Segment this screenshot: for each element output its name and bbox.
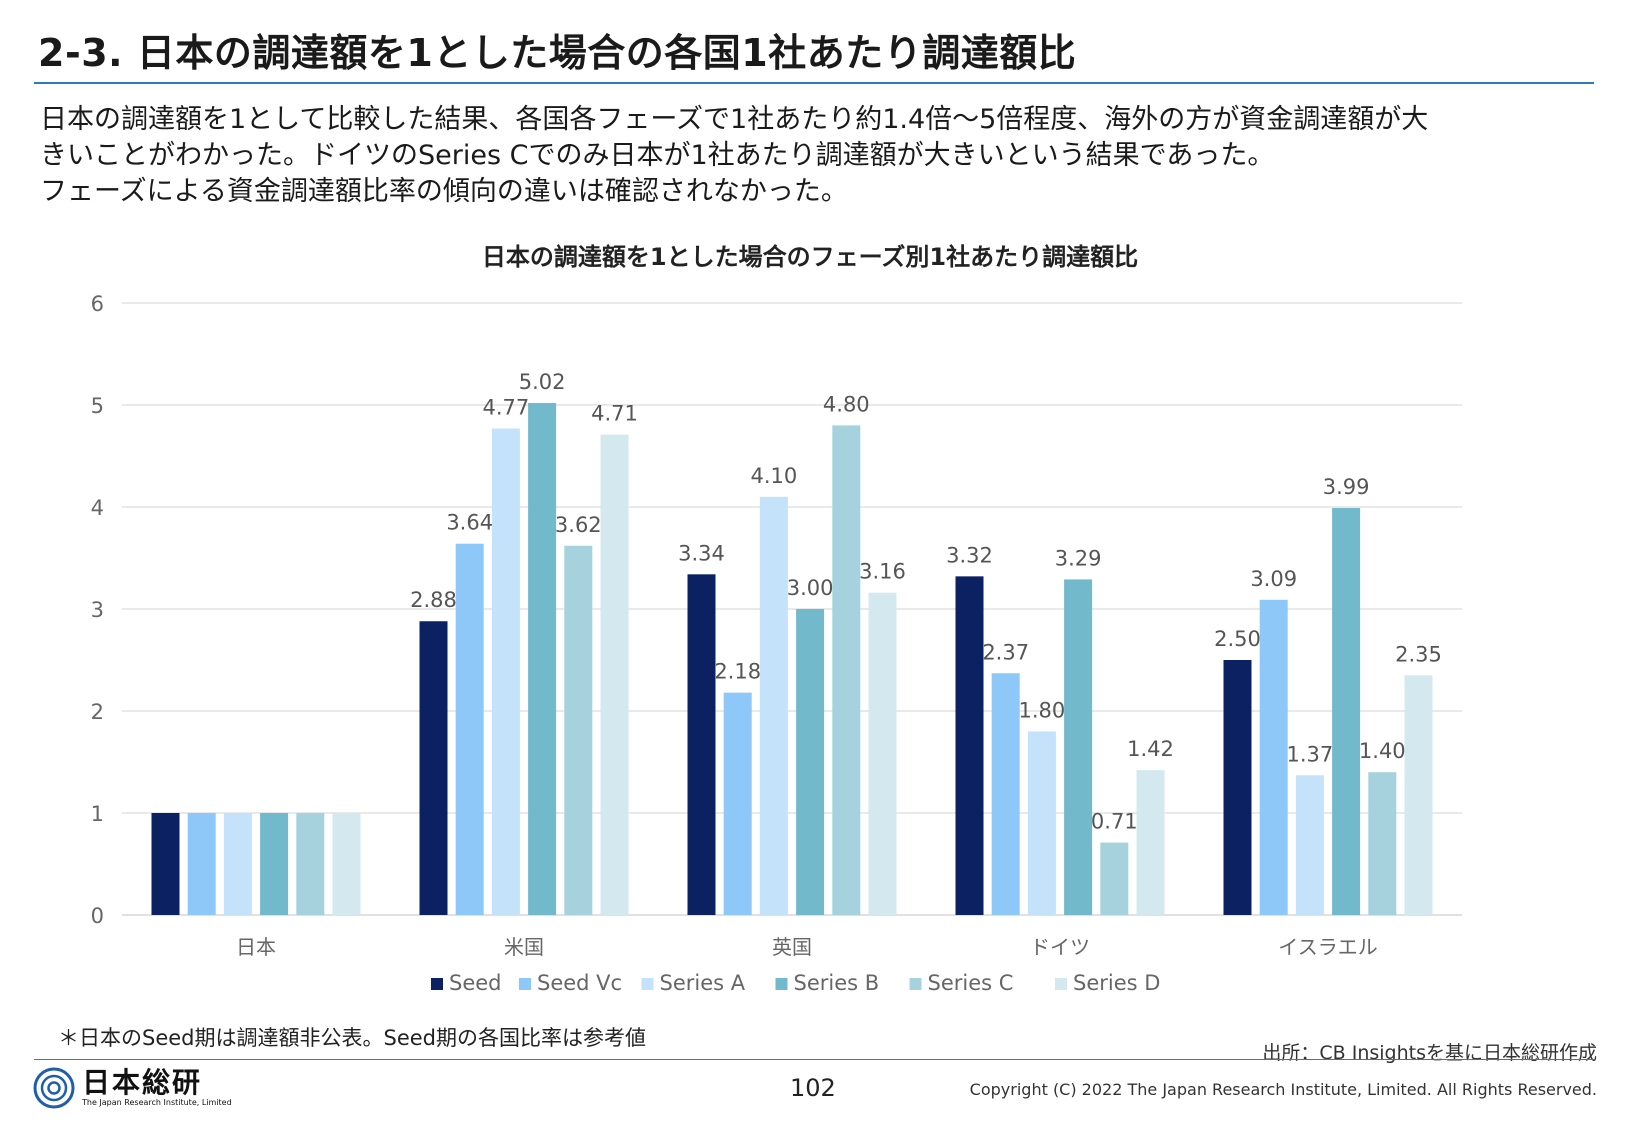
data-label: 1.37	[1287, 742, 1334, 766]
axes: 0 1 2 3 4 5 6 日本 米国 英国 ドイツ イスラエル	[91, 292, 1378, 959]
bar	[955, 576, 984, 915]
bar	[868, 592, 897, 915]
legend-swatch	[431, 978, 443, 990]
data-label: 3.32	[946, 543, 993, 567]
data-label: 1.42	[1127, 737, 1174, 761]
legend-label: Series C	[928, 971, 1014, 995]
bar	[296, 813, 325, 915]
data-label: 4.71	[591, 402, 638, 426]
legend-label: Series B	[794, 971, 880, 995]
source-note: 出所：CB Insightsを基に日本総研作成	[1262, 1042, 1597, 1064]
data-label: 3.64	[446, 511, 493, 535]
data-label: 4.10	[751, 464, 798, 488]
bar	[1368, 772, 1397, 915]
x-tick-label: イスラエル	[1278, 935, 1377, 959]
jri-swirl-logo-icon	[33, 1067, 75, 1109]
data-label: 2.37	[982, 640, 1029, 664]
bar	[600, 434, 629, 915]
legend-label: Seed Vc	[537, 971, 622, 995]
x-tick-label: ドイツ	[1030, 935, 1090, 959]
bar	[187, 813, 216, 915]
logo-english-name: The Japan Research Institute, Limited	[82, 1098, 232, 1107]
data-label: 3.62	[555, 513, 602, 537]
data-labels: 2.88 3.64 4.775.02 3.62 4.71 3.34 2.18 4.10 3.00…	[410, 370, 1442, 834]
bar	[1295, 775, 1324, 915]
legend-swatch	[641, 978, 654, 990]
bar	[528, 402, 557, 916]
bar	[260, 813, 289, 915]
legend-swatch	[775, 978, 788, 990]
page-number: 102	[790, 1074, 836, 1102]
company-logo: 日本総研 The Japan Research Institute, Limit…	[32, 1066, 232, 1110]
summary-line: フェーズによる資金調達額比率の傾向の違いは確認されなかった。	[40, 176, 848, 207]
footer-divider	[34, 1059, 1594, 1060]
page-title: 2-3. 日本の調達額を1とした場合の各国1社あたり調達額比	[38, 31, 1077, 75]
bar	[1064, 579, 1093, 915]
bar	[151, 813, 180, 915]
data-label: 2.18	[714, 660, 761, 684]
bar	[1100, 842, 1129, 915]
bar	[223, 813, 252, 915]
y-tick-label: 4	[91, 496, 104, 520]
data-label: 2.50	[1214, 627, 1261, 651]
x-tick-label: 英国	[772, 935, 812, 959]
bar	[832, 425, 861, 915]
data-label: 3.99	[1323, 475, 1370, 499]
bar	[455, 543, 484, 915]
data-label: 1.80	[1019, 698, 1066, 722]
title-divider	[34, 82, 1594, 84]
data-label: 4.80	[823, 392, 870, 416]
data-label: 3.34	[678, 541, 725, 565]
y-tick-label: 1	[91, 802, 104, 826]
data-label: 5.02	[519, 370, 566, 394]
bar	[991, 673, 1020, 915]
bar	[491, 428, 520, 915]
bar	[1223, 660, 1252, 915]
y-tick-label: 0	[91, 904, 104, 928]
bar-chart: 日本の調達額を1とした場合のフェーズ別1社あたり調達額比 2.88 3.64 4.7…	[91, 243, 1462, 995]
x-tick-label: 米国	[504, 935, 544, 959]
data-label: 3.16	[859, 560, 906, 584]
legend-swatch	[519, 978, 531, 990]
x-tick-label: 日本	[236, 935, 276, 959]
legend-label: Series A	[660, 971, 746, 995]
bar	[1027, 731, 1056, 915]
bar	[1404, 675, 1433, 915]
y-tick-label: 3	[91, 598, 104, 622]
data-label: 0.71	[1091, 810, 1138, 834]
bar	[332, 813, 361, 915]
chart-title: 日本の調達額を1とした場合のフェーズ別1社あたり調達額比	[482, 243, 1138, 271]
bar	[723, 692, 752, 915]
logo-name: 日本総研	[82, 1066, 203, 1099]
bar	[1259, 599, 1288, 915]
legend-label: Seed	[449, 971, 502, 995]
copyright: Copyright (C) 2022 The Japan Research In…	[969, 1080, 1597, 1099]
legend-swatch	[909, 978, 922, 990]
bar	[759, 496, 788, 915]
data-label: 3.09	[1250, 567, 1297, 591]
legend: Seed Seed Vc Series A Series B Series C Serie…	[431, 971, 1160, 995]
bars	[151, 402, 1433, 916]
summary-line: 日本の調達額を1として比較した結果、各国各フェーズで1社あたり約1.4倍～5倍程…	[40, 104, 1429, 135]
legend-swatch	[1055, 978, 1067, 990]
data-label: 2.35	[1395, 642, 1442, 666]
summary-text: 日本の調達額を1として比較した結果、各国各フェーズで1社あたり約1.4倍～5倍程…	[40, 102, 1595, 210]
bar	[1136, 770, 1165, 915]
bar	[564, 545, 593, 915]
data-label: 1.40	[1359, 739, 1406, 763]
data-label: 3.29	[1055, 546, 1102, 570]
data-label: 2.88	[410, 588, 457, 612]
y-tick-label: 2	[91, 700, 104, 724]
bar	[1332, 508, 1361, 915]
data-label: 3.00	[787, 576, 834, 600]
y-tick-label: 5	[91, 394, 104, 418]
y-tick-label: 6	[91, 292, 104, 316]
data-label: 4.77	[483, 395, 530, 419]
bar	[419, 621, 448, 915]
bar	[796, 609, 825, 915]
footnote: ＊日本のSeed期は調達額非公表。Seed期の各国比率は参考値	[58, 1026, 646, 1050]
summary-line: きいことがわかった。ドイツのSeries Cでのみ日本が1社あたり調達額が大きい…	[40, 140, 1275, 171]
bar	[687, 574, 716, 915]
legend-label: Series D	[1073, 971, 1160, 995]
